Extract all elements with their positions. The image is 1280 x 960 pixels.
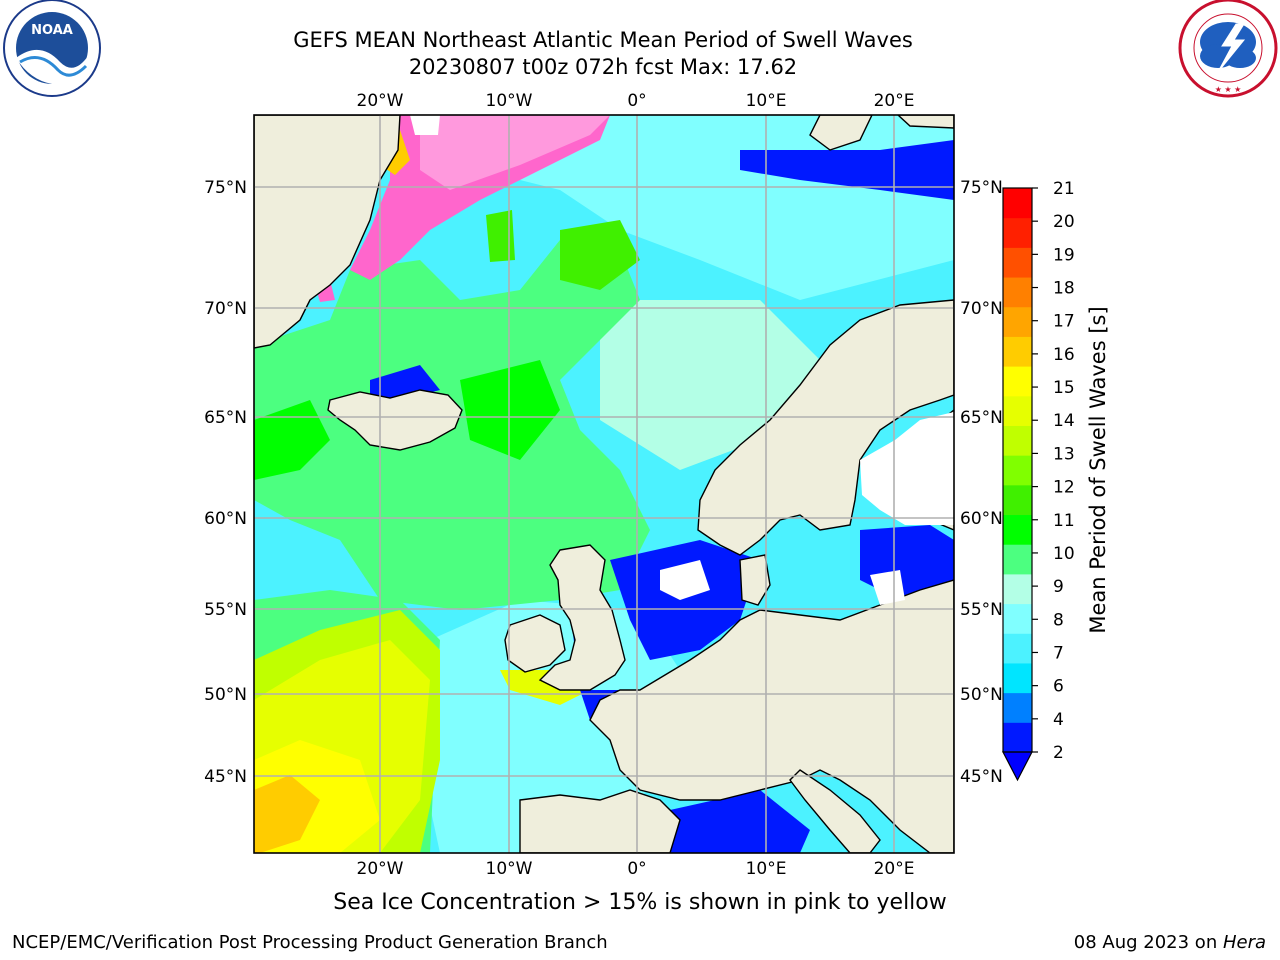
top-lon-labels: 20°W 10°W 0° 10°E 20°E xyxy=(357,91,915,111)
right-lat-label: 50°N xyxy=(960,685,1003,705)
colorbar-swatch xyxy=(1003,247,1032,278)
top-lon-label: 10°W xyxy=(486,91,533,111)
bottom-lon-label: 20°W xyxy=(357,859,404,879)
colorbar-swatch xyxy=(1003,425,1032,456)
footer-date: 08 Aug 2023 on Hera xyxy=(1074,932,1266,953)
colorbar-tick-label: 13 xyxy=(1053,444,1075,464)
left-lat-label: 55°N xyxy=(204,600,247,620)
colorbar-swatch xyxy=(1003,306,1032,337)
sea-ice-note-text: Sea Ice Concentration > 15% is shown in … xyxy=(333,890,947,915)
left-lat-labels: 75°N 70°N 65°N 60°N 55°N 50°N 45°N xyxy=(204,178,247,787)
colorbar-tick-label: 19 xyxy=(1053,245,1075,265)
noaa-logo-text: NOAA xyxy=(31,23,73,38)
colorbar-swatch xyxy=(1003,336,1032,367)
colorbar-swatch xyxy=(1003,603,1032,634)
swell-period-field xyxy=(254,115,954,853)
bottom-lon-label: 0° xyxy=(627,859,646,879)
graticule xyxy=(254,115,954,853)
colorbar-under-arrow xyxy=(1002,751,1033,782)
land-masses xyxy=(254,115,954,853)
colorbar-tick-label: 12 xyxy=(1053,478,1075,498)
colorbar-swatch xyxy=(1003,662,1032,694)
colorbar-swatch xyxy=(1003,544,1032,575)
footer-date-text: 08 Aug 2023 on xyxy=(1073,932,1223,953)
masked-areas xyxy=(410,115,954,605)
top-lon-label: 10°E xyxy=(746,91,787,111)
svg-text:★ ★ ★: ★ ★ ★ xyxy=(1215,85,1242,94)
right-lat-label: 55°N xyxy=(960,600,1003,620)
colorbar-tick-label: 11 xyxy=(1053,511,1075,531)
colorbar-tick-label: 16 xyxy=(1053,345,1075,365)
colorbar-tick-label: 21 xyxy=(1053,179,1075,199)
left-lat-label: 60°N xyxy=(204,509,247,529)
right-lat-label: 65°N xyxy=(960,408,1003,428)
colorbar-tick-label: 4 xyxy=(1053,710,1064,730)
colorbar-label: Mean Period of Swell Waves [s] xyxy=(1086,306,1110,633)
bottom-lon-label: 10°W xyxy=(486,859,533,879)
colorbar-tick-label: 17 xyxy=(1053,312,1075,332)
right-lat-labels: 75°N 70°N 65°N 60°N 55°N 50°N 45°N xyxy=(960,178,1003,787)
sea-ice-note: Sea Ice Concentration > 15% is shown in … xyxy=(0,890,1280,915)
colorbar-swatch xyxy=(1003,484,1032,516)
colorbar-tick-label: 14 xyxy=(1053,411,1075,431)
top-lon-label: 20°E xyxy=(874,91,915,111)
colorbar-tick-label: 20 xyxy=(1053,212,1075,232)
colorbar-tick-label: 18 xyxy=(1053,279,1075,299)
bottom-lon-label: 20°E xyxy=(874,859,915,879)
colorbar-swatch xyxy=(1003,366,1032,397)
footer-credit: NCEP/EMC/Verification Post Processing Pr… xyxy=(12,932,608,953)
map-title: GEFS MEAN Northeast Atlantic Mean Period… xyxy=(293,28,913,52)
colorbar-tick-label: 6 xyxy=(1053,677,1064,697)
left-lat-label: 70°N xyxy=(204,299,247,319)
right-lat-label: 70°N xyxy=(960,299,1003,319)
colorbar-swatch xyxy=(1003,277,1032,308)
colorbar-swatch xyxy=(1003,633,1032,664)
colorbar-swatch xyxy=(1003,395,1032,426)
colorbar-swatch xyxy=(1003,455,1032,486)
noaa-logo: NOAA xyxy=(3,0,101,97)
colorbar-swatch xyxy=(1003,722,1032,753)
bottom-lon-label: 10°E xyxy=(746,859,787,879)
bottom-lon-labels: 20°W 10°W 0° 10°E 20°E xyxy=(357,859,915,879)
left-lat-label: 65°N xyxy=(204,408,247,428)
right-lat-label: 60°N xyxy=(960,509,1003,529)
right-lat-label: 45°N xyxy=(960,767,1003,787)
nws-logo: ★ ★ ★ xyxy=(1178,0,1278,98)
right-lat-label: 75°N xyxy=(960,178,1003,198)
colorbar-swatch xyxy=(1003,514,1032,545)
footer-host: Hera xyxy=(1222,932,1266,953)
map-subtitle: 20230807 t00z 072h fcst Max: 17.62 xyxy=(408,55,798,79)
colorbar-swatch xyxy=(1003,217,1032,248)
top-lon-label: 0° xyxy=(627,91,646,111)
colorbar-outline xyxy=(1002,187,1033,753)
colorbar-swatch xyxy=(1003,188,1032,219)
top-lon-label: 20°W xyxy=(357,91,404,111)
colorbar-tick-label: 8 xyxy=(1053,610,1064,630)
colorbar-tick-label: 15 xyxy=(1053,378,1075,398)
colorbar-swatch xyxy=(1003,692,1032,723)
colorbar-tick-label: 2 xyxy=(1053,743,1064,763)
left-lat-label: 75°N xyxy=(204,178,247,198)
left-lat-label: 50°N xyxy=(204,685,247,705)
colorbar-tick-label: 10 xyxy=(1053,544,1075,564)
colorbar-swatch xyxy=(1003,573,1032,605)
colorbar: 2 4 6 7 8 9 10 11 12 13 14 15 16 17 18 19 20 21 xyxy=(1002,179,1075,782)
map-frame xyxy=(253,114,955,854)
left-lat-label: 45°N xyxy=(204,767,247,787)
colorbar-tick-label: 7 xyxy=(1053,643,1064,663)
colorbar-tick-label: 9 xyxy=(1053,577,1064,597)
